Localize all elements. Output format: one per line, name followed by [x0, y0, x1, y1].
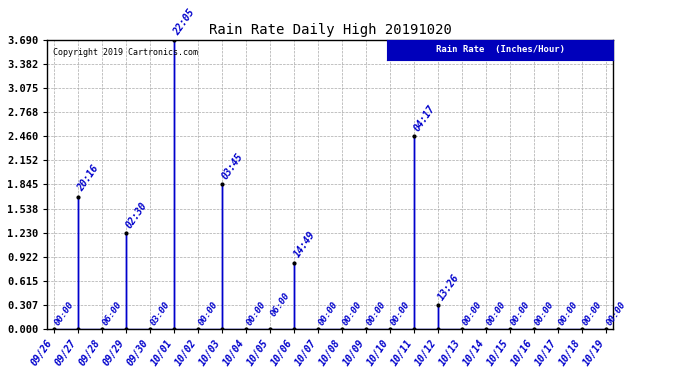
- Text: 00:00: 00:00: [53, 300, 76, 328]
- Text: 00:00: 00:00: [581, 300, 604, 328]
- Text: 00:00: 00:00: [341, 300, 364, 328]
- Text: 14:49: 14:49: [292, 230, 317, 260]
- Text: 03:45: 03:45: [220, 152, 245, 182]
- Text: 00:00: 00:00: [484, 300, 508, 328]
- Text: 00:00: 00:00: [197, 300, 219, 328]
- Text: 00:00: 00:00: [461, 300, 484, 328]
- Text: 00:00: 00:00: [388, 300, 411, 328]
- Text: 00:00: 00:00: [317, 300, 339, 328]
- Text: 04:17: 04:17: [412, 104, 437, 133]
- Text: Copyright 2019 Cartronics.com: Copyright 2019 Cartronics.com: [53, 48, 198, 57]
- Title: Rain Rate Daily High 20191020: Rain Rate Daily High 20191020: [209, 23, 452, 37]
- Text: 13:26: 13:26: [436, 272, 461, 302]
- Text: 00:00: 00:00: [604, 300, 627, 328]
- Text: 00:00: 00:00: [533, 300, 555, 328]
- Text: 02:30: 02:30: [124, 200, 149, 230]
- Text: 03:00: 03:00: [149, 300, 172, 328]
- Text: 20:16: 20:16: [76, 164, 101, 194]
- Text: 00:00: 00:00: [245, 300, 268, 328]
- Text: 06:00: 06:00: [269, 291, 292, 318]
- Text: 06:00: 06:00: [101, 300, 124, 328]
- Text: 00:00: 00:00: [557, 300, 580, 328]
- Text: 22:05: 22:05: [172, 7, 197, 37]
- Text: 00:00: 00:00: [365, 300, 388, 328]
- Text: 00:00: 00:00: [509, 300, 531, 328]
